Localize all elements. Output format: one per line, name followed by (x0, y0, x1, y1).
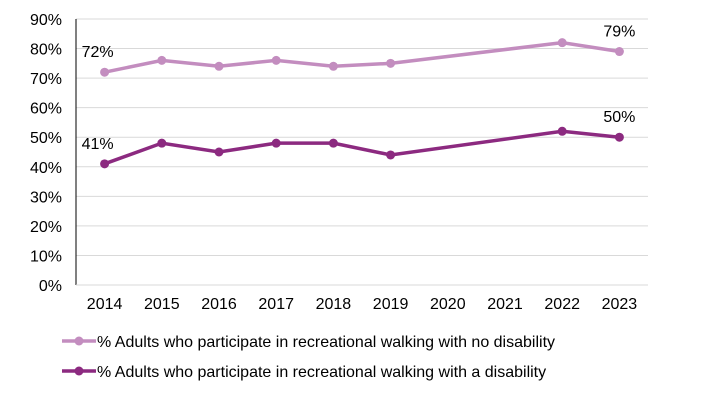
data-point (271, 55, 281, 65)
x-tick-label: 2015 (144, 296, 180, 313)
data-point (157, 55, 167, 65)
data-point (271, 138, 281, 148)
x-tick-label: 2021 (487, 296, 523, 313)
data-point (386, 58, 396, 68)
legend-swatch-marker (74, 366, 84, 376)
data-label: 41% (82, 136, 114, 153)
legend-label: % Adults who participate in recreational… (97, 364, 546, 381)
data-label: 79% (603, 24, 635, 41)
x-tick-label: 2019 (373, 296, 409, 313)
x-tick-label: 2016 (201, 296, 237, 313)
y-tick-label: 90% (30, 12, 62, 29)
y-tick-label: 40% (30, 160, 62, 177)
data-point (328, 61, 338, 71)
y-tick-label: 60% (30, 101, 62, 118)
y-tick-label: 20% (30, 219, 62, 236)
data-label: 72% (82, 44, 114, 61)
data-point (157, 138, 167, 148)
x-tick-label: 2023 (602, 296, 638, 313)
x-tick-label: 2018 (316, 296, 352, 313)
data-point (100, 67, 110, 77)
data-point (328, 138, 338, 148)
y-tick-label: 50% (30, 130, 62, 147)
data-point (614, 47, 624, 57)
x-tick-label: 2022 (544, 296, 580, 313)
y-tick-label: 0% (39, 278, 62, 295)
data-point (557, 38, 567, 48)
x-tick-label: 2017 (258, 296, 294, 313)
legend-swatch-marker (74, 336, 84, 346)
x-tick-label: 2020 (430, 296, 466, 313)
y-tick-label: 80% (30, 42, 62, 59)
data-label: 50% (603, 109, 635, 126)
y-tick-label: 10% (30, 248, 62, 265)
data-point (100, 159, 110, 169)
data-point (214, 147, 224, 157)
series-line (104, 40, 620, 74)
data-point (557, 126, 567, 136)
x-tick-label: 2014 (87, 296, 123, 313)
data-point (614, 132, 624, 142)
data-point (214, 61, 224, 71)
series-line (104, 129, 620, 166)
data-point (386, 150, 396, 160)
y-tick-label: 70% (30, 71, 62, 88)
y-tick-label: 30% (30, 189, 62, 206)
legend-label: % Adults who participate in recreational… (97, 334, 555, 351)
